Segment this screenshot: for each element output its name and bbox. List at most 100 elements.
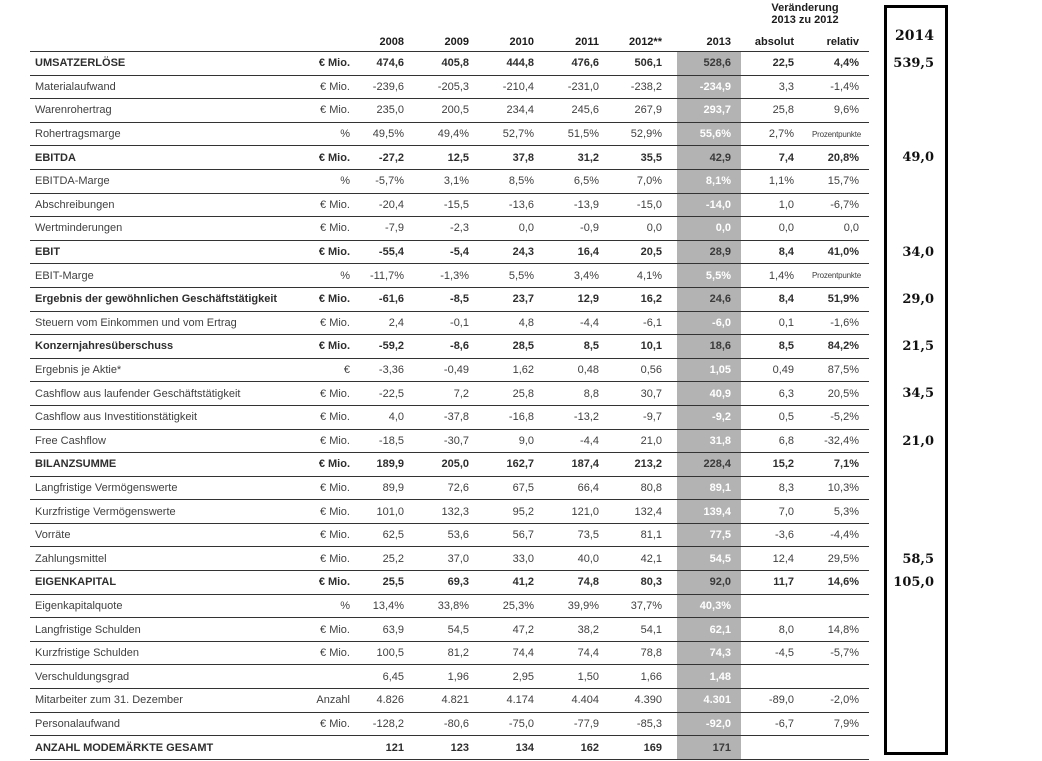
- row-label: BILANZSUMME: [35, 458, 117, 471]
- cell-value: -8,5: [450, 293, 469, 306]
- cell-value: -1,3%: [440, 269, 469, 282]
- cell-value: 40,3%: [677, 594, 741, 618]
- cell-value: 7,2: [453, 387, 469, 400]
- row-unit: € Mio.: [320, 104, 350, 117]
- plan-2014-value: 21,0: [902, 433, 934, 449]
- row-label: Eigenkapitalquote: [35, 599, 123, 612]
- cell-value: -234,9: [677, 75, 741, 99]
- cell-value: 2,4: [388, 316, 404, 329]
- cell-value: 0,49: [772, 364, 794, 377]
- row-label: Kurzfristige Schulden: [35, 647, 139, 660]
- cell-value: 15,7%: [827, 175, 859, 188]
- cell-value: 8,4: [778, 246, 794, 259]
- cell-value: 25,2: [382, 552, 404, 565]
- cell-value: -61,6: [378, 293, 404, 306]
- cell-value: 3,3: [778, 80, 794, 93]
- cell-value: 37,7%: [630, 599, 662, 612]
- cell-value: 121,0: [571, 505, 599, 518]
- row-unit: €: [343, 364, 350, 377]
- cell-value: -239,6: [372, 80, 404, 93]
- cell-value: 0,1: [778, 316, 794, 329]
- cell-value: 31,2: [577, 151, 599, 164]
- cell-value: 8,5: [778, 340, 794, 353]
- row-label: ANZAHL MODEMÄRKTE GESAMT: [35, 741, 214, 754]
- cell-value: -15,5: [443, 198, 469, 211]
- cell-value: 54,5: [447, 623, 469, 636]
- cell-value: 4.404: [571, 694, 599, 707]
- row-unit: € Mio.: [320, 198, 350, 211]
- cell-value: [804, 665, 869, 688]
- cell-value: 4.821: [441, 694, 469, 707]
- cell-value: 8,1%: [677, 169, 741, 193]
- row-unit: %: [340, 128, 350, 141]
- row-label: Langfristige Schulden: [35, 623, 141, 636]
- cell-value: 3,4%: [573, 269, 599, 282]
- cell-value: 506,1: [634, 57, 662, 70]
- cell-value: 74,4: [577, 647, 599, 660]
- cell-value: 6,45: [382, 670, 404, 683]
- cell-value: 0,0: [646, 222, 662, 235]
- cell-value: 528,6: [677, 52, 741, 75]
- cell-value: 7,0: [778, 505, 794, 518]
- cell-value: 47,2: [512, 623, 534, 636]
- cell-value: -5,7%: [375, 175, 404, 188]
- cell-value: -15,0: [636, 198, 662, 211]
- cell-value: 38,2: [577, 623, 599, 636]
- cell-value: 9,6%: [833, 104, 859, 117]
- row-unit: € Mio.: [318, 293, 350, 306]
- row-unit: € Mio.: [320, 80, 350, 93]
- cell-value: [741, 736, 804, 759]
- row-unit: %: [340, 269, 350, 282]
- cell-value: 9,0: [518, 434, 534, 447]
- cell-value: -210,4: [502, 80, 534, 93]
- cell-value: -0,49: [443, 364, 469, 377]
- cell-value: 0,48: [577, 364, 599, 377]
- table-row: Cashflow aus Investitionstätigkeit € Mio.…: [30, 405, 869, 430]
- cell-value: 62,5: [382, 529, 404, 542]
- cell-value: 16,4: [577, 246, 599, 259]
- cell-value: -238,2: [630, 80, 662, 93]
- cell-value: -75,0: [508, 717, 534, 730]
- table-row: Free Cashflow € Mio. -18,5 -30,7 9,0 -4,4 21,0…: [30, 429, 869, 454]
- cell-value: -2,0%: [830, 694, 859, 707]
- cell-value: 1,50: [577, 670, 599, 683]
- cell-value: 474,6: [376, 57, 404, 70]
- table-header-row: 2008 2009 2010 2011 2012** 2013 absolut relativ: [30, 28, 869, 52]
- row-unit: € Mio.: [318, 458, 350, 471]
- cell-value: 205,0: [441, 458, 469, 471]
- cell-value: 81,1: [640, 529, 662, 542]
- table-row: Zahlungsmittel € Mio. 25,2 37,0 33,0 40,0 42,1…: [30, 547, 869, 572]
- plan-2014-value: 34,5: [902, 386, 934, 402]
- cell-value: 4.301: [677, 689, 741, 712]
- cell-value: 49,5%: [372, 128, 404, 141]
- cell-value: -2,3: [450, 222, 469, 235]
- row-unit: € Mio.: [320, 411, 350, 424]
- cell-value: -22,5: [378, 387, 404, 400]
- cell-value: -77,9: [573, 717, 599, 730]
- row-label: Cashflow aus laufender Geschäftstätigkei…: [35, 387, 241, 400]
- cell-value: 1,66: [640, 670, 662, 683]
- cell-value: 6,5%: [573, 175, 599, 188]
- cell-value: 28,9: [677, 240, 741, 264]
- cell-value: 213,2: [634, 458, 662, 471]
- cell-value: 1,62: [512, 364, 534, 377]
- row-unit: € Mio.: [320, 552, 350, 565]
- row-unit: € Mio.: [320, 222, 350, 235]
- cell-value: 7,4: [778, 151, 794, 164]
- cell-value: 12,4: [772, 552, 794, 565]
- row-unit: Anzahl: [316, 694, 350, 707]
- cell-value: 4.390: [634, 694, 662, 707]
- cell-value: 53,6: [447, 529, 469, 542]
- cell-value: -92,0: [677, 712, 741, 736]
- cell-value: -55,4: [378, 246, 404, 259]
- table-row: Langfristige Schulden € Mio. 63,9 54,5 47,2 3…: [30, 618, 869, 642]
- row-label: Materialaufwand: [35, 80, 116, 93]
- cell-value: -9,7: [643, 411, 662, 424]
- row-unit: %: [340, 175, 350, 188]
- cell-value: 37,0: [447, 552, 469, 565]
- cell-value: -18,5: [378, 434, 404, 447]
- plan-2014-value: 29,0: [902, 292, 934, 307]
- table-row: Steuern vom Einkommen und vom Ertrag € Mi…: [30, 311, 869, 336]
- cell-value: 12,9: [577, 293, 599, 306]
